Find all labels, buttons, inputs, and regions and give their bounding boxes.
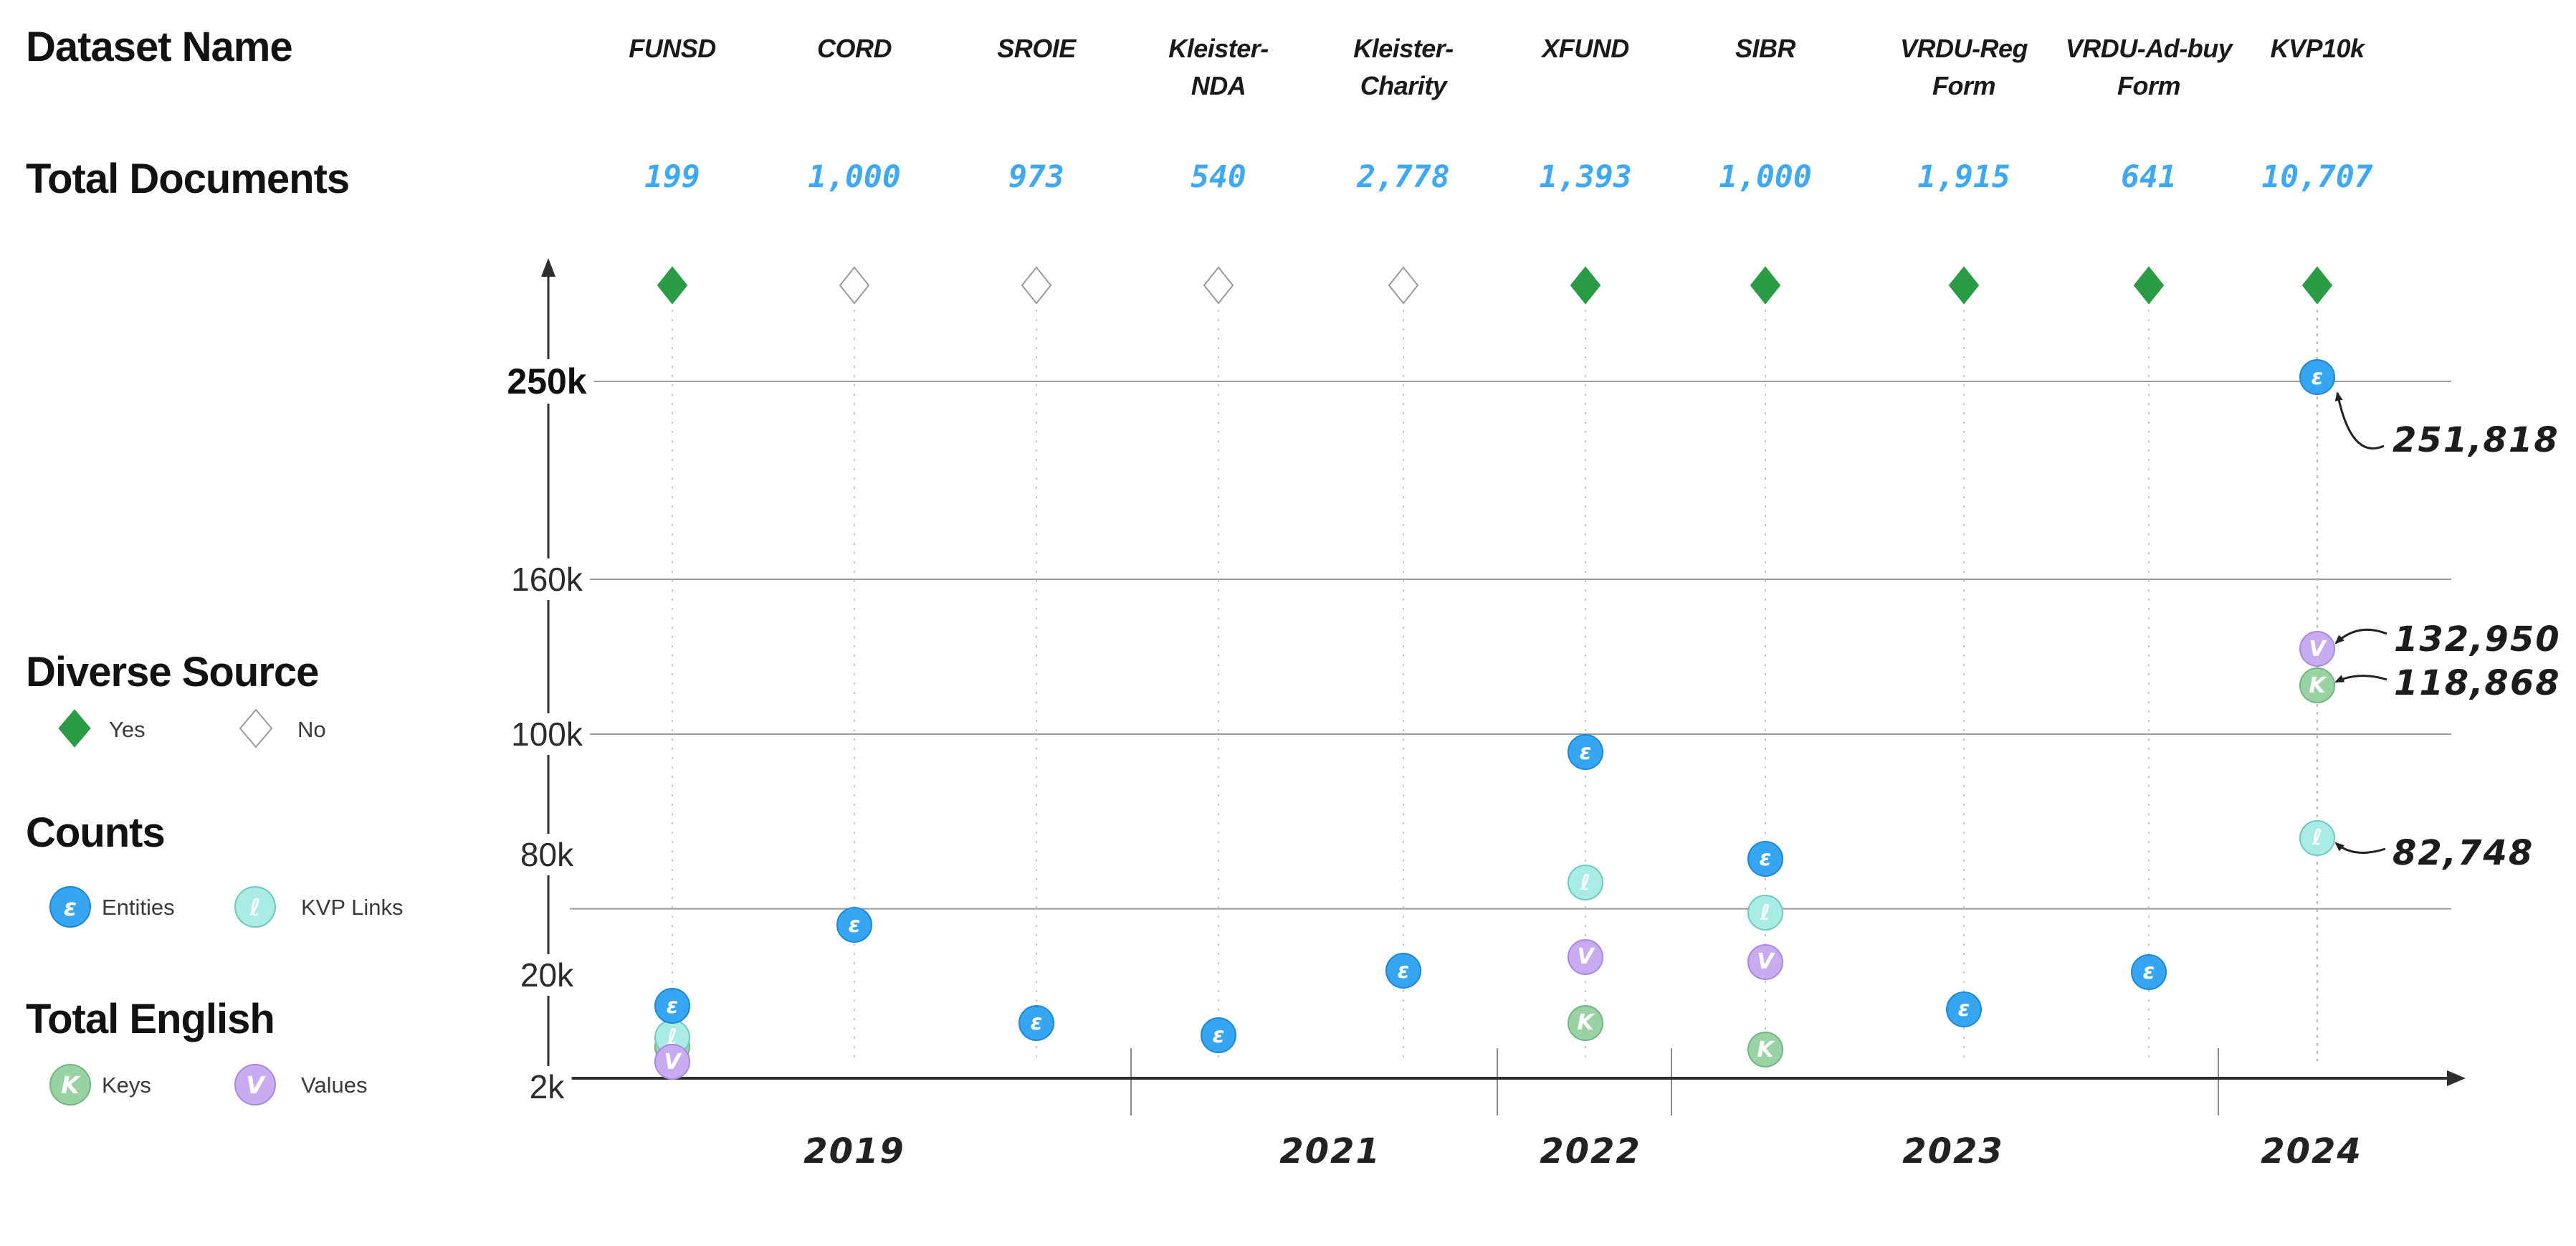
diverse-source-no-diamond: [1388, 266, 1419, 305]
data-point-entities: ε: [1385, 953, 1421, 989]
legend-yes-label: Yes: [109, 717, 146, 742]
dataset-column-name: VRDU-Ad-buy Form: [2065, 34, 2233, 100]
y-axis-tick-label: 160k: [504, 558, 590, 600]
diverse-source-yes-diamond: [2301, 266, 2333, 305]
dataset-column-name: Kleister- Charity: [1353, 34, 1454, 100]
dataset-column-name: CORD: [817, 34, 892, 63]
entities-marker-icon: ε: [49, 886, 91, 928]
diverse-source-yes-diamond: [1570, 266, 1601, 305]
data-point-entities: ε: [1019, 1004, 1054, 1041]
dataset-column-name: SROIE: [997, 34, 1076, 63]
y-axis-tick-label: 2k: [522, 1066, 572, 1108]
data-point-kvp-links: ℓ: [1747, 895, 1783, 931]
total-documents-value: 199: [644, 159, 700, 195]
dataset-column-name: XFUND: [1542, 34, 1629, 63]
data-point-kvp-links: ℓ: [2299, 819, 2335, 856]
diverse-source-yes-diamond: [1948, 266, 1980, 305]
legend-keys-label: Keys: [102, 1073, 151, 1098]
x-axis-year-label: 2021: [1279, 1131, 1381, 1171]
annotation-value: 82,748: [2393, 833, 2534, 873]
total-documents-value: 2,778: [1357, 159, 1450, 195]
y-axis-tick-label: 80k: [512, 834, 581, 875]
diamond-yes-icon: [58, 709, 91, 748]
data-point-entities: ε: [2299, 359, 2335, 396]
x-axis-arrow-icon: [2447, 1070, 2466, 1086]
data-point-entities: ε: [1946, 991, 1982, 1027]
dataset-name-label: Dataset Name: [26, 24, 293, 70]
y-axis-tick-label: 20k: [512, 954, 581, 996]
diverse-source-no-diamond: [1021, 266, 1052, 305]
annotation-arrow: [2334, 391, 2385, 450]
total-documents-value: 973: [1008, 159, 1064, 195]
diverse-source-no-diamond: [1203, 266, 1234, 305]
legend-values-label: Values: [301, 1073, 368, 1098]
legend-counts-title: Counts: [26, 809, 166, 856]
total-documents-value: 1,000: [808, 159, 901, 195]
annotation-arrow: [2334, 842, 2386, 854]
dataset-column-name: Kleister- NDA: [1168, 34, 1269, 100]
annotation-arrow: [2334, 675, 2387, 683]
diverse-source-yes-diamond: [1750, 266, 1781, 305]
data-point-values: V: [2299, 631, 2335, 667]
annotation-value: 132,950: [2394, 619, 2561, 660]
keys-marker-icon: K: [49, 1064, 91, 1105]
annotation-value: 251,818: [2393, 420, 2560, 460]
data-point-values: V: [1747, 943, 1783, 980]
diverse-source-yes-diamond: [657, 266, 688, 305]
total-documents-label: Total Documents: [26, 156, 350, 202]
data-point-values: V: [654, 1044, 690, 1080]
legend-diverse-source-title: Diverse Source: [26, 649, 319, 695]
y-axis-arrow-icon: [541, 258, 555, 277]
data-point-entities: ε: [1747, 840, 1783, 877]
x-axis-year-label: 2022: [1540, 1131, 1641, 1171]
data-point-keys: K: [1747, 1032, 1783, 1067]
legend-kvp-links-label: KVP Links: [301, 895, 404, 920]
total-documents-value: 10,707: [2261, 159, 2373, 195]
legend-no-label: No: [297, 717, 326, 742]
y-axis-tick-label: 250k: [500, 359, 594, 404]
total-documents-value: 1,915: [1917, 159, 2010, 195]
y-axis-tick-label: 100k: [504, 713, 590, 755]
diverse-source-no-diamond: [839, 266, 870, 305]
dataset-column-name: FUNSD: [629, 34, 716, 63]
total-documents-value: 1,000: [1719, 159, 1812, 195]
data-point-values: V: [1568, 938, 1603, 975]
legend-total-english-title: Total English: [26, 996, 275, 1042]
annotation-value: 118,868: [2394, 663, 2561, 703]
data-point-entities: ε: [654, 988, 690, 1024]
dataset-column-name: VRDU-Reg Form: [1899, 34, 2028, 100]
diverse-source-yes-diamond: [2133, 266, 2165, 305]
kvp-links-marker-icon: ℓ: [234, 886, 276, 928]
data-point-kvp-links: ℓ: [1568, 865, 1603, 901]
data-point-keys: K: [1568, 1004, 1603, 1041]
x-axis-year-label: 2024: [2261, 1131, 2362, 1171]
data-point-entities: ε: [1201, 1017, 1236, 1054]
data-point-keys: K: [2299, 667, 2335, 704]
annotation-arrow: [2334, 628, 2387, 645]
total-documents-value: 641: [2121, 159, 2177, 195]
x-axis-year-label: 2023: [1902, 1131, 2004, 1171]
values-marker-icon: V: [234, 1064, 276, 1105]
dataset-column-name: SIBR: [1735, 34, 1796, 63]
data-point-entities: ε: [1568, 734, 1603, 771]
total-documents-value: 1,393: [1539, 159, 1632, 195]
legend-entities-label: Entities: [102, 895, 175, 920]
data-point-entities: ε: [836, 907, 872, 943]
total-documents-value: 540: [1191, 159, 1246, 195]
data-point-entities: ε: [2131, 953, 2167, 990]
diamond-no-icon: [239, 708, 273, 748]
x-axis-year-label: 2019: [803, 1131, 905, 1171]
dataset-column-name: KVP10k: [2270, 34, 2365, 63]
